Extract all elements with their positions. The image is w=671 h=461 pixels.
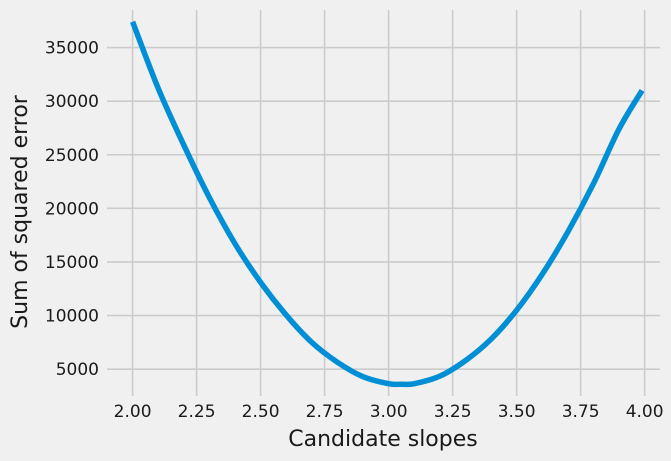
y-tick-labels: 5000 10000 15000 20000 25000 30000 35000: [45, 39, 99, 381]
x-tick-label: 2.25: [178, 402, 216, 422]
x-tick-label: 3.50: [498, 402, 536, 422]
y-tick-label: 20000: [45, 199, 99, 219]
x-tick-labels: 2.00 2.25 2.50 2.75 3.00 3.25 3.50 3.75 4.00: [114, 402, 664, 422]
y-tick-label: 5000: [56, 360, 99, 380]
x-tick-label: 2.00: [114, 402, 152, 422]
x-tick-label: 2.75: [306, 402, 344, 422]
y-tick-label: 25000: [45, 146, 99, 166]
x-tick-label: 4.00: [626, 402, 664, 422]
x-axis-label: Candidate slopes: [288, 427, 477, 452]
x-tick-label: 3.00: [370, 402, 408, 422]
y-tick-label: 30000: [45, 92, 99, 112]
y-tick-label: 10000: [45, 307, 99, 327]
y-axis-label: Sum of squared error: [8, 94, 33, 329]
y-tick-label: 35000: [45, 39, 99, 59]
sse-curve: [130, 20, 645, 388]
x-tick-label: 3.75: [562, 402, 600, 422]
x-tick-label: 2.50: [242, 402, 280, 422]
x-tick-label: 3.25: [434, 402, 472, 422]
series-group: [130, 20, 645, 388]
y-tick-label: 15000: [45, 253, 99, 273]
grid: [107, 10, 660, 396]
